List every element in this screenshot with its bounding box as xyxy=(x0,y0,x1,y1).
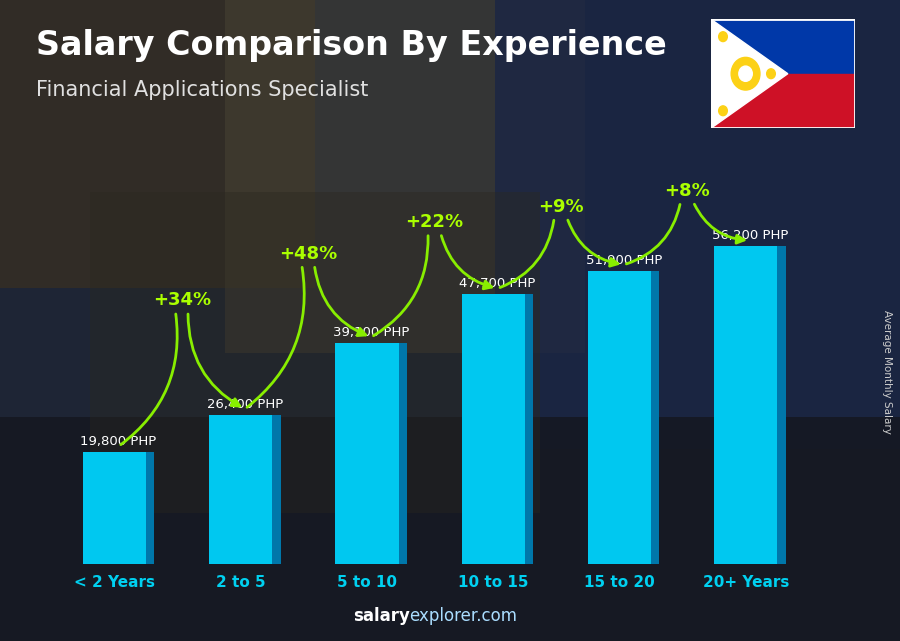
Text: 39,100 PHP: 39,100 PHP xyxy=(333,326,410,339)
Bar xyxy=(146,452,154,564)
Circle shape xyxy=(767,69,775,79)
Text: +48%: +48% xyxy=(279,245,338,263)
Bar xyxy=(715,246,778,564)
Text: +8%: +8% xyxy=(664,182,710,200)
Bar xyxy=(778,246,786,564)
Text: +9%: +9% xyxy=(538,197,583,215)
Text: explorer.com: explorer.com xyxy=(410,607,518,625)
Bar xyxy=(711,74,855,128)
Bar xyxy=(652,271,660,564)
Polygon shape xyxy=(711,19,788,128)
Text: 51,900 PHP: 51,900 PHP xyxy=(586,254,662,267)
Bar xyxy=(399,343,407,564)
Bar xyxy=(273,415,281,564)
Text: 26,400 PHP: 26,400 PHP xyxy=(207,398,283,411)
Text: 19,800 PHP: 19,800 PHP xyxy=(80,435,157,448)
Circle shape xyxy=(731,57,760,90)
Text: +34%: +34% xyxy=(153,292,211,310)
Text: Salary Comparison By Experience: Salary Comparison By Experience xyxy=(36,29,667,62)
Text: +22%: +22% xyxy=(405,213,464,231)
Bar xyxy=(525,294,533,564)
Bar xyxy=(462,294,525,564)
Text: salary: salary xyxy=(353,607,410,625)
Circle shape xyxy=(719,32,727,42)
Text: Financial Applications Specialist: Financial Applications Specialist xyxy=(36,80,368,100)
Bar xyxy=(209,415,273,564)
Text: Average Monthly Salary: Average Monthly Salary xyxy=(881,310,892,434)
Bar xyxy=(336,343,399,564)
Bar xyxy=(83,452,146,564)
Text: 47,700 PHP: 47,700 PHP xyxy=(459,278,536,290)
Text: 56,200 PHP: 56,200 PHP xyxy=(712,229,788,242)
Circle shape xyxy=(739,66,752,81)
Bar xyxy=(711,19,855,74)
Bar xyxy=(588,271,652,564)
Circle shape xyxy=(719,106,727,115)
